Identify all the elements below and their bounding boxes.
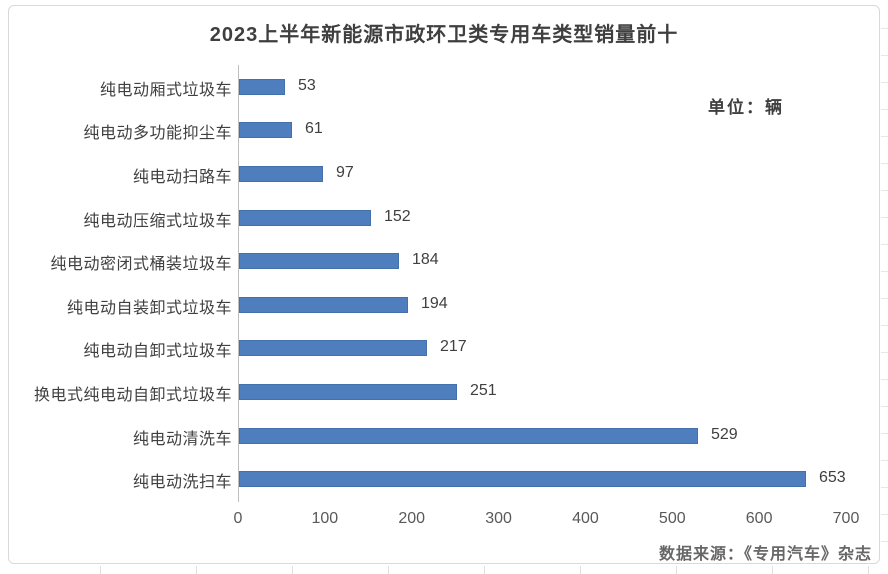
category-label: 纯电动密闭式桶装垃圾车	[50, 256, 232, 274]
x-axis-tick-label: 300	[485, 510, 512, 527]
value-label: 251	[470, 382, 497, 399]
sheet-gridline-tick	[881, 271, 888, 272]
bar	[239, 209, 371, 226]
value-label: 61	[305, 120, 323, 138]
unit-label: 单位：辆	[708, 98, 784, 117]
sheet-gridline-tick	[881, 406, 888, 407]
value-label: 194	[421, 294, 448, 312]
sheet-gridline-tick	[881, 352, 888, 353]
x-axis-tick-label: 600	[745, 510, 773, 527]
sheet-gridline-tick	[881, 28, 888, 29]
category-label: 纯电动自卸式垃圾车	[83, 343, 232, 361]
sheet-gridline-tick	[881, 514, 888, 515]
sheet-gridline-tick	[881, 82, 888, 83]
category-label: 纯电动压缩式垃圾车	[83, 212, 232, 230]
sheet-gridline-tick	[881, 109, 888, 110]
x-axis-tick-label: 400	[572, 510, 599, 527]
sheet-gridline-tick	[676, 566, 677, 574]
sheet-gridline-tick	[881, 298, 888, 299]
value-label: 653	[819, 469, 846, 487]
bar	[239, 471, 806, 488]
sheet-gridline-tick	[484, 566, 485, 574]
y-axis-line	[238, 65, 239, 502]
sheet-gridline-tick	[881, 433, 888, 434]
category-label: 纯电动多功能抑尘车	[83, 125, 232, 143]
x-axis-tick-label: 500	[658, 510, 686, 527]
sheet-gridline-tick	[868, 566, 869, 574]
bar	[239, 78, 285, 95]
value-label: 97	[336, 164, 354, 181]
bar	[239, 166, 323, 182]
sheet-gridline-tick	[196, 566, 197, 574]
category-label: 纯电动厢式垃圾车	[99, 81, 232, 99]
category-label: 纯电动扫路车	[132, 169, 232, 186]
data-source-label: 数据来源：《专用汽车》杂志	[658, 546, 872, 563]
sheet-gridline-tick	[881, 460, 888, 461]
value-label: 184	[412, 251, 439, 269]
bar	[239, 296, 408, 313]
category-label: 换电式纯电动自卸式垃圾车	[33, 387, 232, 404]
sheet-gridline-tick	[881, 55, 888, 56]
sheet-gridline-tick	[881, 325, 888, 326]
bar	[239, 340, 427, 357]
sheet-gridline-tick	[881, 163, 888, 164]
x-axis-tick-label: 0	[233, 510, 243, 527]
sheet-gridline-tick	[100, 566, 101, 574]
value-label: 152	[384, 207, 411, 225]
sheet-gridline-tick	[292, 566, 293, 574]
sheet-gridline-tick	[881, 190, 888, 191]
category-label: 纯电动清洗车	[132, 430, 232, 448]
sheet-gridline-tick	[881, 541, 888, 542]
bar	[239, 122, 292, 139]
sheet-gridline-tick	[881, 487, 888, 488]
sheet-gridline-tick	[772, 566, 773, 574]
sheet-gridline-tick	[881, 136, 888, 137]
bar	[239, 253, 399, 270]
category-label: 纯电动洗扫车	[132, 474, 232, 492]
sheet-gridline-tick	[388, 566, 389, 574]
x-axis-tick-label: 100	[311, 510, 339, 527]
sheet-gridline-tick	[881, 379, 888, 380]
value-label: 217	[440, 338, 467, 356]
bar	[239, 427, 698, 444]
value-label: 529	[711, 425, 738, 443]
x-axis-tick-label: 200	[398, 510, 426, 527]
category-label: 纯电动自装卸式垃圾车	[66, 299, 232, 317]
sheet-gridline-tick	[881, 244, 888, 245]
x-axis-tick-label: 700	[832, 510, 860, 527]
value-label: 53	[298, 76, 316, 94]
chart-title: 2023上半年新能源市政环卫类专用车类型销量前十	[209, 24, 679, 46]
bar	[239, 384, 457, 400]
sheet-gridline-tick	[881, 217, 888, 218]
sheet-gridline-tick	[580, 566, 581, 574]
chart-frame	[8, 5, 880, 564]
